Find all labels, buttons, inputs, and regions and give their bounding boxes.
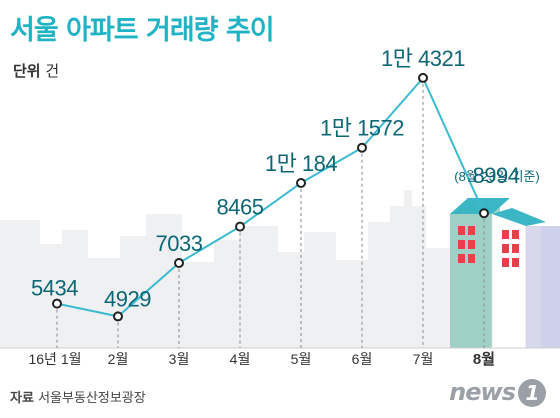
logo-text: news — [449, 378, 516, 406]
unit-note: 단위 건 — [13, 60, 59, 81]
x-tick-label: 16년 1월 — [28, 351, 81, 367]
source-value: 서울부동산정보광장 — [38, 391, 146, 406]
x-tick-label: 8월 — [473, 351, 495, 368]
x-tick-label: 5월 — [291, 351, 312, 367]
data-label: 1만 1572 — [320, 116, 404, 141]
x-tick-label: 2월 — [108, 351, 129, 367]
drop-lines — [56, 77, 485, 348]
source-label: 자료 — [10, 391, 34, 406]
skyline-background — [0, 190, 452, 348]
x-tick-label: 4월 — [230, 351, 251, 367]
x-tick-label: 3월 — [169, 351, 190, 367]
data-point — [296, 177, 306, 188]
logo-mark: 1 — [518, 379, 546, 407]
building-illustration — [450, 198, 560, 349]
data-point — [113, 311, 123, 322]
chart-title: 서울 아파트 거래량 추이 — [10, 15, 275, 46]
unit-value: 건 — [45, 62, 60, 80]
data-label: 8994 — [473, 163, 520, 188]
data-label: 5434 — [31, 276, 78, 301]
data-points — [52, 72, 489, 322]
data-label: 1만 4321 — [381, 46, 465, 71]
x-tick-label: 6월 — [352, 351, 373, 367]
news1-logo: news 1 — [449, 378, 546, 407]
x-tick-label: 7월 — [413, 351, 434, 367]
series-line — [56, 76, 485, 318]
data-label: 7033 — [156, 231, 203, 256]
data-label: 4929 — [104, 286, 151, 311]
x-tick-labels: 16년 1월 2월 3월 4월 5월 6월 7월 8월 — [28, 351, 495, 368]
data-point — [174, 257, 184, 268]
data-label: 1만 184 — [265, 151, 338, 176]
source-note: 자료 서울부동산정보광장 — [10, 387, 146, 406]
data-point — [418, 72, 428, 83]
date-annotation: (8월 23일 기준) — [454, 169, 539, 184]
data-point — [235, 221, 245, 232]
unit-label: 단위 — [13, 62, 41, 80]
data-point — [479, 208, 489, 219]
data-point — [357, 142, 367, 153]
data-point — [52, 298, 62, 309]
data-label: 8465 — [217, 195, 264, 220]
